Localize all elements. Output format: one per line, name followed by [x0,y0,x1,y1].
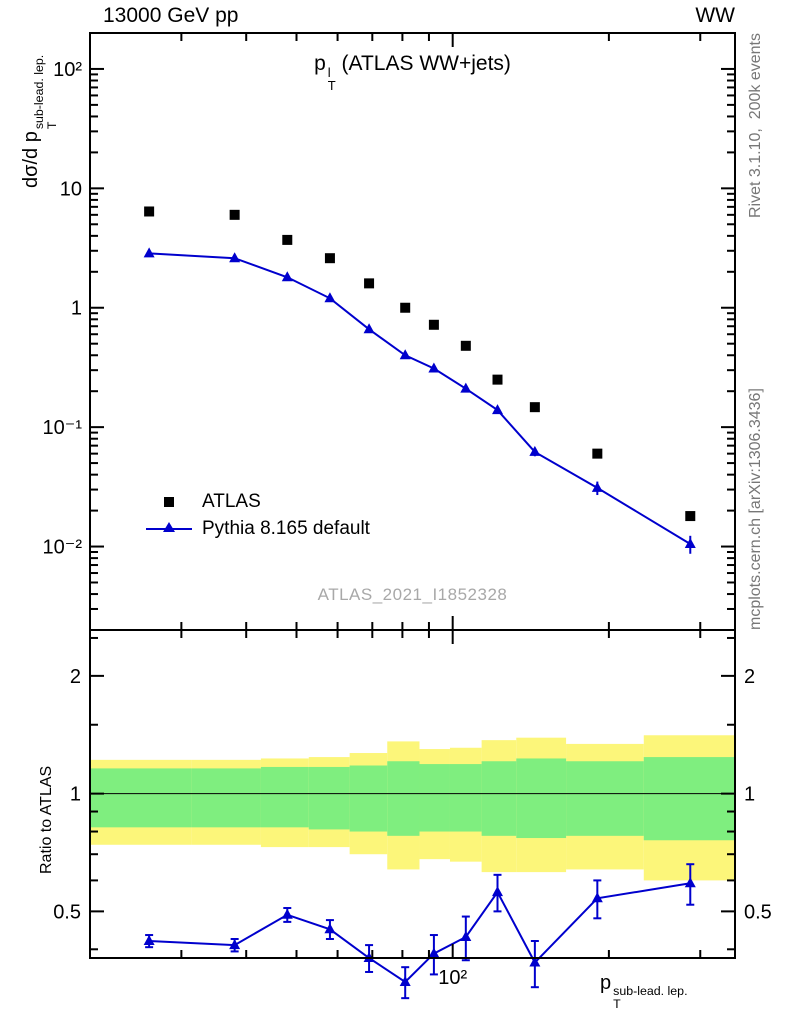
legend-label-atlas: ATLAS [202,490,261,512]
y-label-supsub: sub-lead. lep. T [32,54,59,130]
pythia-series [143,247,696,554]
title-rest: (ATLAS WW+jets) [335,52,511,75]
x-axis-label: p sub-lead. lep. T [600,972,688,1010]
x-label-supsub: sub-lead. lep. T [613,985,687,1010]
x-label-subscript: T [613,996,621,1011]
svg-text:1: 1 [744,784,755,806]
svg-text:10⁻¹: 10⁻¹ [43,417,83,439]
svg-text:2: 2 [70,666,81,688]
svg-text:10⁻²: 10⁻² [43,537,83,559]
svg-text:0.5: 0.5 [744,901,772,923]
y-axis-label: dσ/d p sub-lead. lep. T [20,54,59,188]
ratio-axis-label: Ratio to ATLAS [38,765,55,874]
svg-text:1: 1 [70,784,81,806]
ratio-series [143,863,696,1000]
analysis-id-watermark: ATLAS_2021_I1852328 [317,585,508,604]
rivet-version-label: Rivet 3.1.10, 200k events [747,33,764,218]
mcplots-reference-label: mcplots.cern.ch [arXiv:1306.3436] [747,388,764,630]
y-label-subscript: T [44,121,59,130]
legend-triangle [163,521,175,532]
svg-text:10: 10 [60,178,82,200]
title-superscript: l [327,64,331,80]
x-label-prefix: p [600,972,612,994]
x-label-superscript: sub-lead. lep. [613,984,688,999]
legend-item-pythia: Pythia 8.165 default [146,515,370,542]
svg-text:1: 1 [71,298,82,320]
title-prefix: p [314,52,326,75]
legend-item-atlas: ATLAS [146,488,370,515]
title-subscript: T [327,77,336,93]
legend-label-pythia: Pythia 8.165 default [202,517,370,539]
ratio-uncertainty-bands [90,735,735,881]
y-label-prefix: dσ/d p [20,131,42,188]
svg-text:0.5: 0.5 [53,901,81,923]
atlas-series [144,206,696,522]
svg-text:10²: 10² [53,59,82,81]
beam-energy-label: 13000 GeV pp [103,4,239,27]
axis-ticks [89,32,735,958]
y-label-superscript: sub-lead. lep. [32,54,47,130]
svg-text:10²: 10² [438,967,467,989]
process-label: WW [695,4,735,27]
legend: ATLAS Pythia 8.165 default [146,488,370,542]
axis-tick-labels: 10² 10 1 10⁻¹ 10⁻² 2 2 1 1 0.5 0.5 10² [43,59,772,989]
svg-text:2: 2 [744,666,755,688]
triangle-line-marker-icon [146,521,192,536]
square-marker-icon [146,495,192,509]
